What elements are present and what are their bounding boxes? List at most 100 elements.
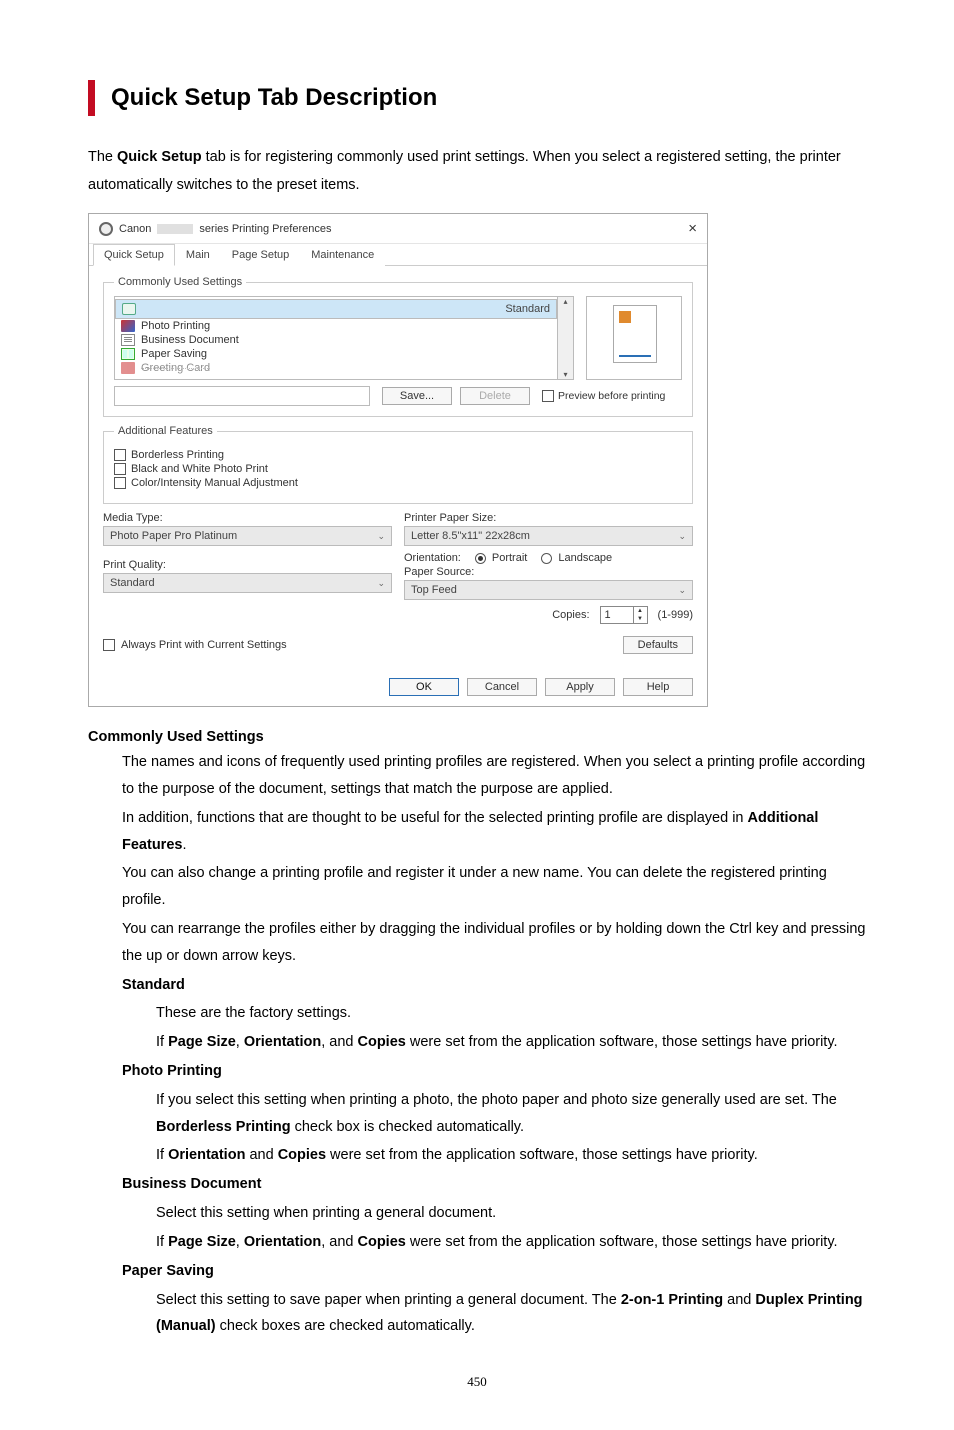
photo-icon xyxy=(121,320,135,332)
standard-icon xyxy=(122,303,136,315)
photo-body: If you select this setting when printing… xyxy=(156,1087,866,1169)
print-quality-label: Print Quality: xyxy=(103,559,392,571)
profile-paper-saving[interactable]: Paper Saving xyxy=(115,347,557,361)
landscape-radio[interactable] xyxy=(541,553,552,564)
preview-page-icon xyxy=(613,305,657,363)
profile-name-field[interactable] xyxy=(114,386,370,406)
tab-page-setup[interactable]: Page Setup xyxy=(221,244,301,266)
scroll-down-icon[interactable]: ▾ xyxy=(563,370,567,379)
portrait-radio[interactable] xyxy=(475,553,486,564)
paper-saving-body: Select this setting to save paper when p… xyxy=(156,1287,866,1341)
dialog-titlebar: Canon series Printing Preferences × xyxy=(89,214,707,244)
profile-label: Paper Saving xyxy=(141,348,207,360)
dialog-title-suffix: series Printing Preferences xyxy=(199,223,331,235)
defaults-button[interactable]: Defaults xyxy=(623,636,693,654)
intro-rest: tab is for registering commonly used pri… xyxy=(88,149,841,193)
chevron-down-icon: ⌄ xyxy=(377,531,385,542)
profile-photo[interactable]: Photo Printing xyxy=(115,319,557,333)
greeting-icon xyxy=(121,362,135,374)
tab-main[interactable]: Main xyxy=(175,244,221,266)
text: . xyxy=(182,837,186,853)
copies-stepper[interactable]: 1 ▲▼ xyxy=(600,606,648,624)
title-bar: Quick Setup Tab Description xyxy=(88,80,866,116)
profile-label: Standard xyxy=(505,303,550,315)
para: The names and icons of frequently used p… xyxy=(122,749,866,803)
copies-range: (1-999) xyxy=(658,609,693,621)
intro-paragraph: The Quick Setup tab is for registering c… xyxy=(88,144,866,199)
paper-size-select[interactable]: Letter 8.5"x11" 22x28cm ⌄ xyxy=(404,526,693,546)
text: check boxes are checked automatically. xyxy=(216,1318,475,1334)
apply-button[interactable]: Apply xyxy=(545,678,615,696)
media-type-label: Media Type: xyxy=(103,512,392,524)
paper-source-value: Top Feed xyxy=(411,584,457,596)
paper-size-value: Letter 8.5"x11" 22x28cm xyxy=(411,530,530,542)
chevron-down-icon: ⌄ xyxy=(678,531,686,542)
always-print-checkbox[interactable] xyxy=(103,639,115,651)
text: If xyxy=(156,1147,168,1163)
cancel-button[interactable]: Cancel xyxy=(467,678,537,696)
spin-up-icon[interactable]: ▲ xyxy=(634,607,647,615)
spin-down-icon[interactable]: ▼ xyxy=(634,615,647,623)
profile-business[interactable]: Business Document xyxy=(115,333,557,347)
dialog-footer: OK Cancel Apply Help xyxy=(89,668,707,706)
borderless-checkbox[interactable] xyxy=(114,449,126,461)
group-commonly-used-legend: Commonly Used Settings xyxy=(114,276,246,288)
help-button[interactable]: Help xyxy=(623,678,693,696)
ok-button[interactable]: OK xyxy=(389,678,459,696)
profile-label: Greeting Card xyxy=(141,362,210,374)
borderless-label: Borderless Printing xyxy=(131,449,224,461)
tab-quick-setup[interactable]: Quick Setup xyxy=(93,244,175,266)
save-button[interactable]: Save... xyxy=(382,387,452,405)
printer-icon xyxy=(99,222,113,236)
text: were set from the application software, … xyxy=(406,1034,838,1050)
page-number: 450 xyxy=(88,1374,866,1390)
subhead-paper-saving: Paper Saving xyxy=(122,1258,866,1285)
scrollbar[interactable]: ▴▾ xyxy=(558,296,574,380)
bold: Page Size xyxy=(168,1234,236,1250)
text: If you select this setting when printing… xyxy=(156,1092,837,1108)
redacted-model xyxy=(157,224,193,234)
para: If you select this setting when printing… xyxy=(156,1087,866,1141)
layout-preview xyxy=(586,296,682,380)
group-commonly-used: Commonly Used Settings Standard Photo Pr… xyxy=(103,276,693,417)
preview-before-printing-label: Preview before printing xyxy=(558,390,665,402)
delete-button[interactable]: Delete xyxy=(460,387,530,405)
profile-label: Business Document xyxy=(141,334,239,346)
chevron-down-icon: ⌄ xyxy=(377,578,385,589)
print-quality-select[interactable]: Standard⌄ xyxy=(103,573,392,593)
chevron-down-icon: ⌄ xyxy=(678,585,686,596)
para: If Orientation and Copies were set from … xyxy=(156,1142,866,1169)
bold: Copies xyxy=(357,1234,405,1250)
bold: Page Size xyxy=(168,1034,236,1050)
bold: Orientation xyxy=(168,1147,245,1163)
text: , xyxy=(236,1034,244,1050)
profile-greeting[interactable]: Greeting Card xyxy=(115,361,557,375)
bw-photo-checkbox[interactable] xyxy=(114,463,126,475)
page-title: Quick Setup Tab Description xyxy=(111,84,866,112)
scroll-up-icon[interactable]: ▴ xyxy=(563,297,567,306)
profiles-listbox[interactable]: Standard Photo Printing Business Documen… xyxy=(114,296,558,380)
bold: 2-on-1 Printing xyxy=(621,1292,723,1308)
color-adjust-label: Color/Intensity Manual Adjustment xyxy=(131,477,298,489)
paper-size-label: Printer Paper Size: xyxy=(404,512,693,524)
media-type-value: Photo Paper Pro Platinum xyxy=(110,530,237,542)
text: , and xyxy=(321,1034,357,1050)
paper-source-select[interactable]: Top Feed ⌄ xyxy=(404,580,693,600)
dialog-body: Commonly Used Settings Standard Photo Pr… xyxy=(89,266,707,668)
text: were set from the application software, … xyxy=(326,1147,758,1163)
tab-maintenance[interactable]: Maintenance xyxy=(300,244,385,266)
color-adjust-checkbox[interactable] xyxy=(114,477,126,489)
close-icon[interactable]: × xyxy=(688,220,697,237)
media-type-select[interactable]: Photo Paper Pro Platinum ⌄ xyxy=(103,526,392,546)
standard-body: These are the factory settings. If Page … xyxy=(156,1000,866,1056)
subhead-business: Business Document xyxy=(122,1171,866,1198)
text: In addition, functions that are thought … xyxy=(122,810,748,826)
bold: Copies xyxy=(357,1034,405,1050)
profile-standard[interactable]: Standard xyxy=(115,299,557,319)
preview-before-printing-checkbox[interactable] xyxy=(542,390,554,402)
subhead-photo: Photo Printing xyxy=(122,1058,866,1085)
bold: Copies xyxy=(278,1147,326,1163)
copies-value[interactable]: 1 xyxy=(600,606,634,624)
para: These are the factory settings. xyxy=(156,1000,866,1027)
profile-label: Photo Printing xyxy=(141,320,210,332)
